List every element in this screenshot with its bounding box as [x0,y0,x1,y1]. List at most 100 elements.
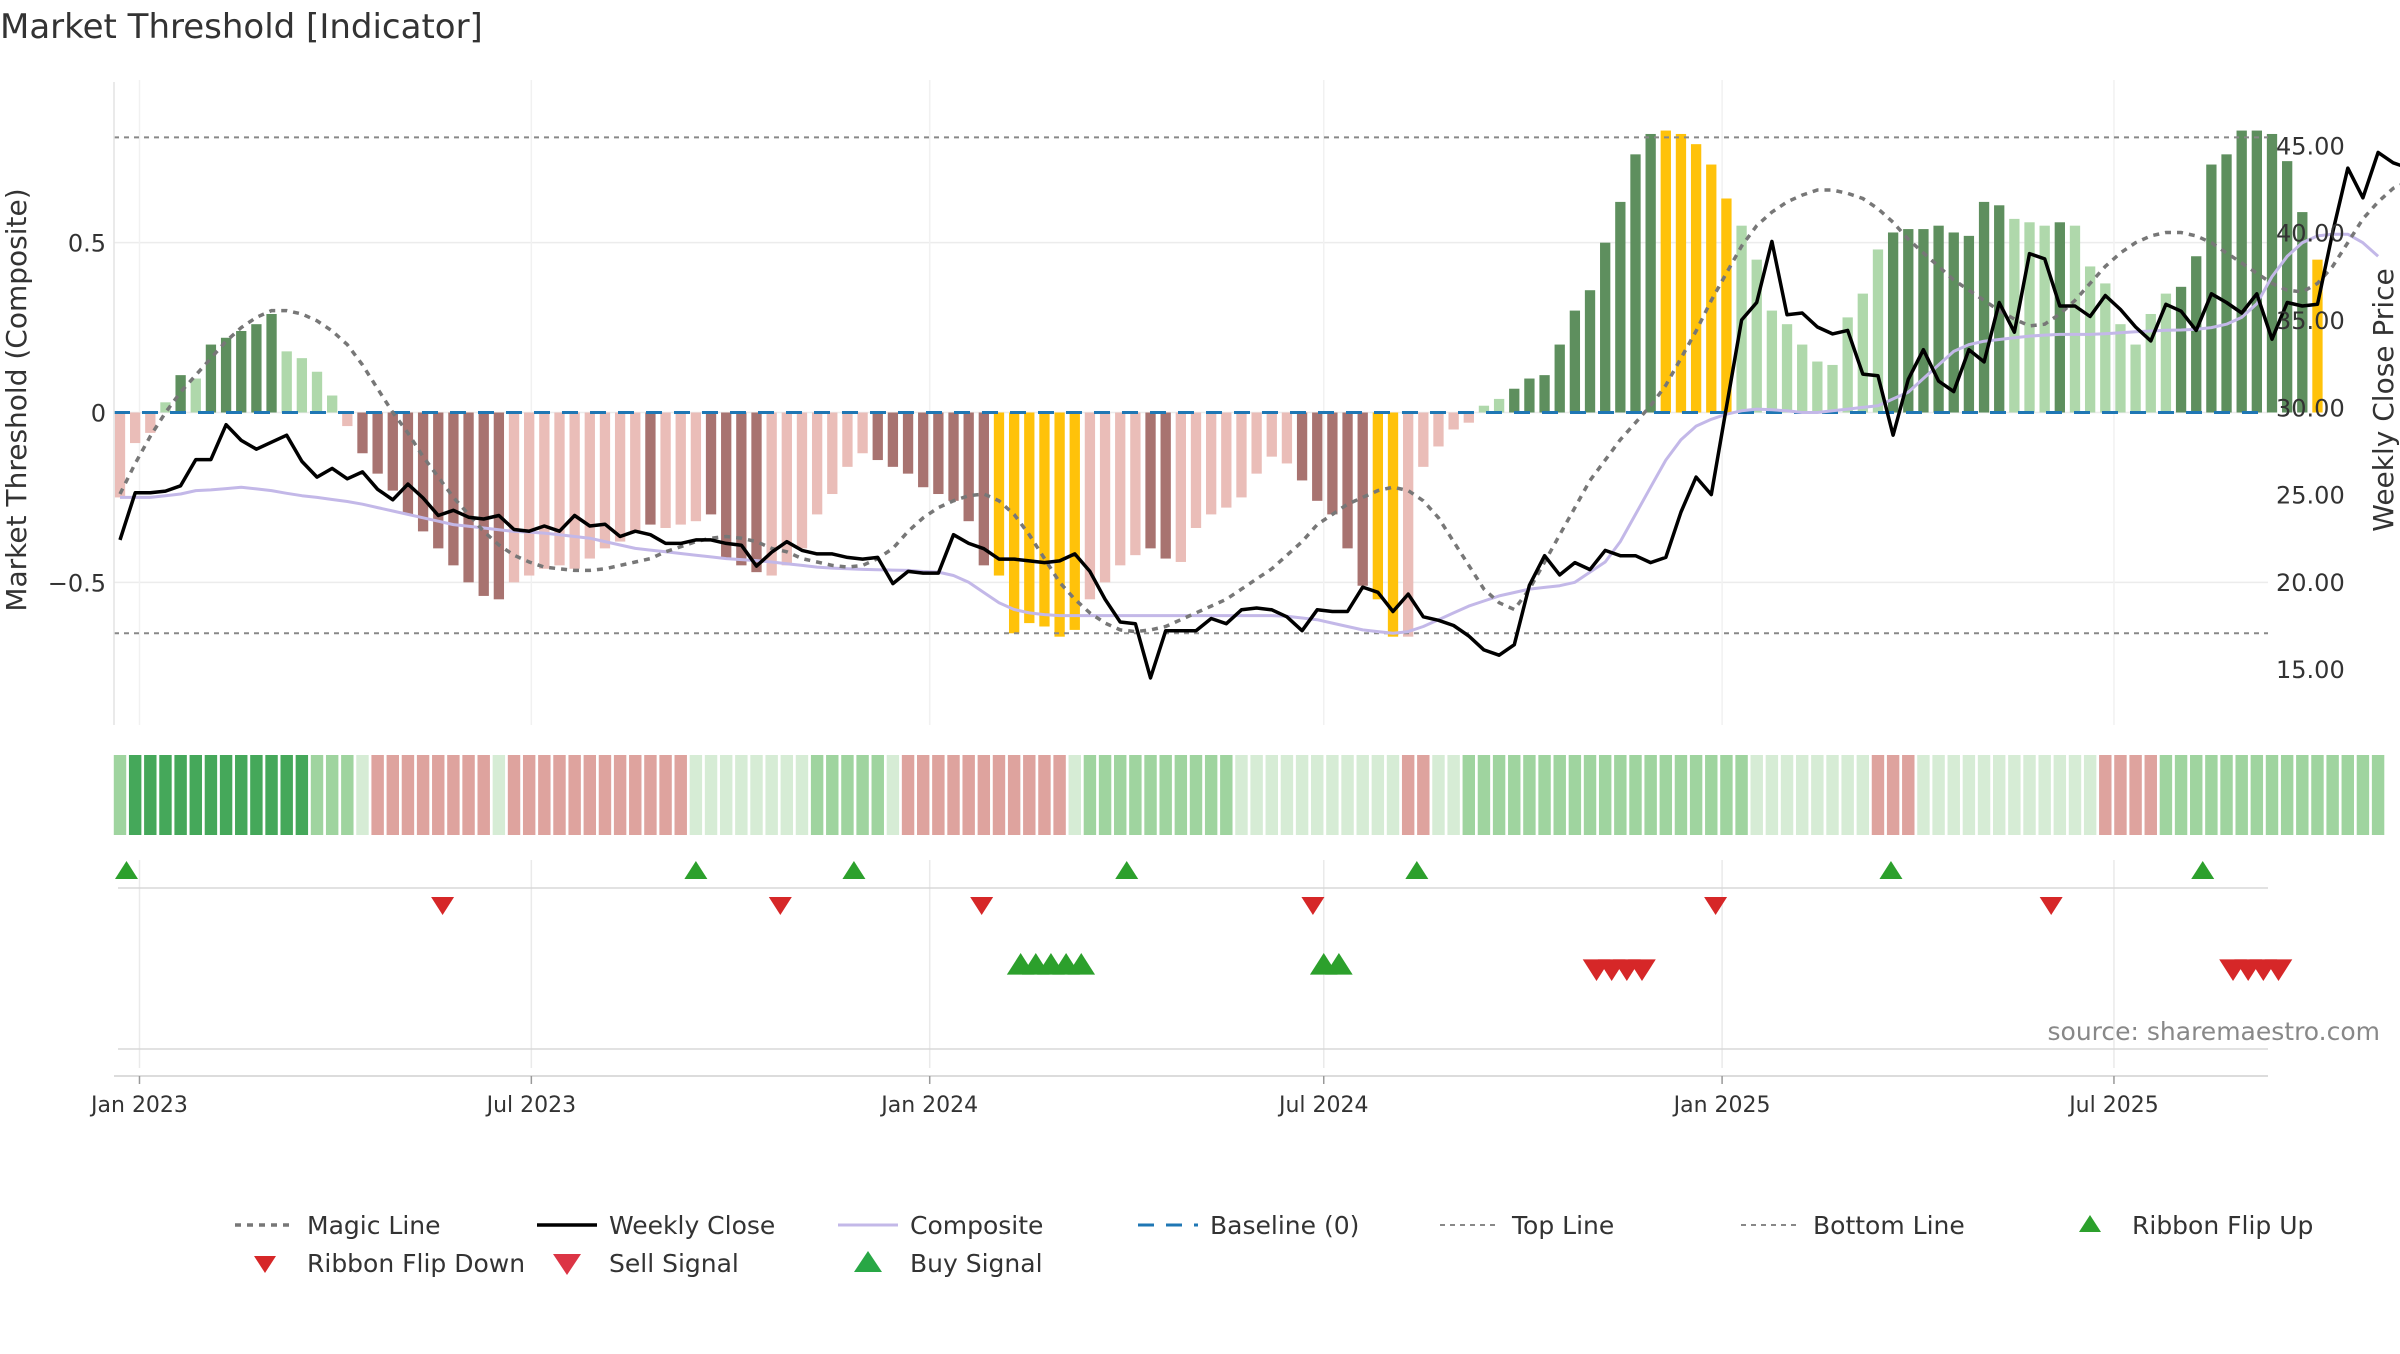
ribbon-cell [1886,755,1900,835]
lines-layer [114,136,2400,680]
composite-bar [1539,375,1550,413]
composite-bar [1751,259,1762,413]
composite-bars-layer [114,130,2323,637]
composite-bar [1357,412,1368,586]
ribbon-cell [356,755,369,835]
ribbon-cell [1508,755,1521,835]
composite-bar [736,412,747,566]
composite-bar [190,378,201,413]
composite-bar [1296,412,1308,481]
composite-bar [1221,412,1232,508]
x-tick-label: Jul 2024 [1277,1093,1369,1118]
ribbon-cell [204,755,218,835]
ribbon-cell [2341,755,2354,835]
composite-bar [751,412,762,573]
composite-bar [993,412,1005,576]
ribbon-cell [932,755,945,835]
y-axis-left-label: Market Threshold (Composite) [0,188,33,611]
composite-bar [1099,412,1111,583]
composite-bar [2069,225,2081,413]
composite-bar [296,358,308,413]
composite-bar [2084,266,2096,413]
ribbon-cell [1492,755,1506,835]
ribbon-cell [128,755,142,835]
ribbon-cell [644,755,657,835]
composite-bar [660,412,671,528]
legend-label: Magic Line [307,1211,441,1240]
ribbon-cell [1902,755,1915,835]
ribbon-cell [2205,755,2218,835]
ribbon-cell [992,755,1006,835]
ribbon-flip-down-marker [1704,897,1728,915]
ribbon-flip-down-marker [431,897,455,915]
legend-item-close: Weekly Close [537,1211,775,1240]
ribbon-cell [310,755,324,835]
ribbon-cell [598,755,612,835]
ribbon-cell [144,755,157,835]
ribbon-layer [113,755,2385,835]
ribbon-cell [250,755,263,835]
ribbon-cell [2280,755,2294,835]
ribbon-cell [1553,755,1566,835]
composite-bar [918,412,929,488]
composite-bar [614,412,626,542]
composite-bar [1872,249,1884,413]
composite-bar [2266,133,2278,413]
axes-layer: 0.5 0 −0.5 45.00 40.00 35.00 30.00 25.00 20.00 15… [48,82,2345,1118]
composite-bar [902,412,914,474]
ribbon-cell [1341,755,1354,835]
ribbon-cell [2083,755,2097,835]
ribbon-cell [765,755,778,835]
composite-bar [1493,398,1505,413]
ribbon-cell [568,755,581,835]
ribbon-cell [280,755,293,835]
composite-bar [2024,222,2035,413]
x-tick-label: Jul 2023 [485,1093,577,1118]
composite-bar [842,412,853,467]
ribbon-cell [1144,755,1157,835]
ribbon-cell [1371,755,1385,835]
legend-label: Ribbon Flip Up [2132,1211,2313,1240]
composite-bar [1509,388,1520,413]
legend: Magic Line Weekly Close Composite Baseline … [235,1211,2313,1278]
composite-bar [1584,290,1596,413]
y-right-tick-label: 35.00 [2276,307,2345,335]
ribbon-cell [856,755,869,835]
ribbon-cell [947,755,960,835]
composite-bar [1206,412,1217,515]
ribbon-cell [1598,755,1612,835]
ribbon-cell [553,755,566,835]
ribbon-cell [1614,755,1627,835]
ribbon-cell [1159,755,1172,835]
composite-bar [675,412,686,525]
composite-bar [1918,229,1929,413]
composite-bar [2175,286,2187,413]
ribbon-cell [432,755,445,835]
composite-bar [2054,222,2065,413]
buy-signal-marker [1325,953,1353,975]
composite-bar [1978,201,1990,413]
composite-bar [857,412,868,454]
ribbon-cell [492,755,506,835]
ribbon-cell [629,755,642,835]
composite-bar [1721,198,1732,413]
composite-bar [645,412,656,525]
composite-bar [508,412,520,583]
legend-label: Weekly Close [609,1211,775,1240]
ribbon-cell [1977,755,1991,835]
ribbon-cell [1705,755,1718,835]
legend-item-flipup: Ribbon Flip Up [2079,1211,2313,1240]
ribbon-cell [507,755,521,835]
composite-bar [2251,130,2262,413]
ribbon-cell [674,755,687,835]
buy-signal-marker [1067,953,1096,975]
composite-bar [205,344,217,413]
composite-bar [539,412,550,569]
ribbon-cell [780,755,794,835]
ribbon-cell [1280,755,1294,835]
ribbon-flip-down-marker [1301,897,1325,915]
ribbon-cell [522,755,536,835]
ribbon-cell [2114,755,2127,835]
composite-bar [690,412,702,522]
